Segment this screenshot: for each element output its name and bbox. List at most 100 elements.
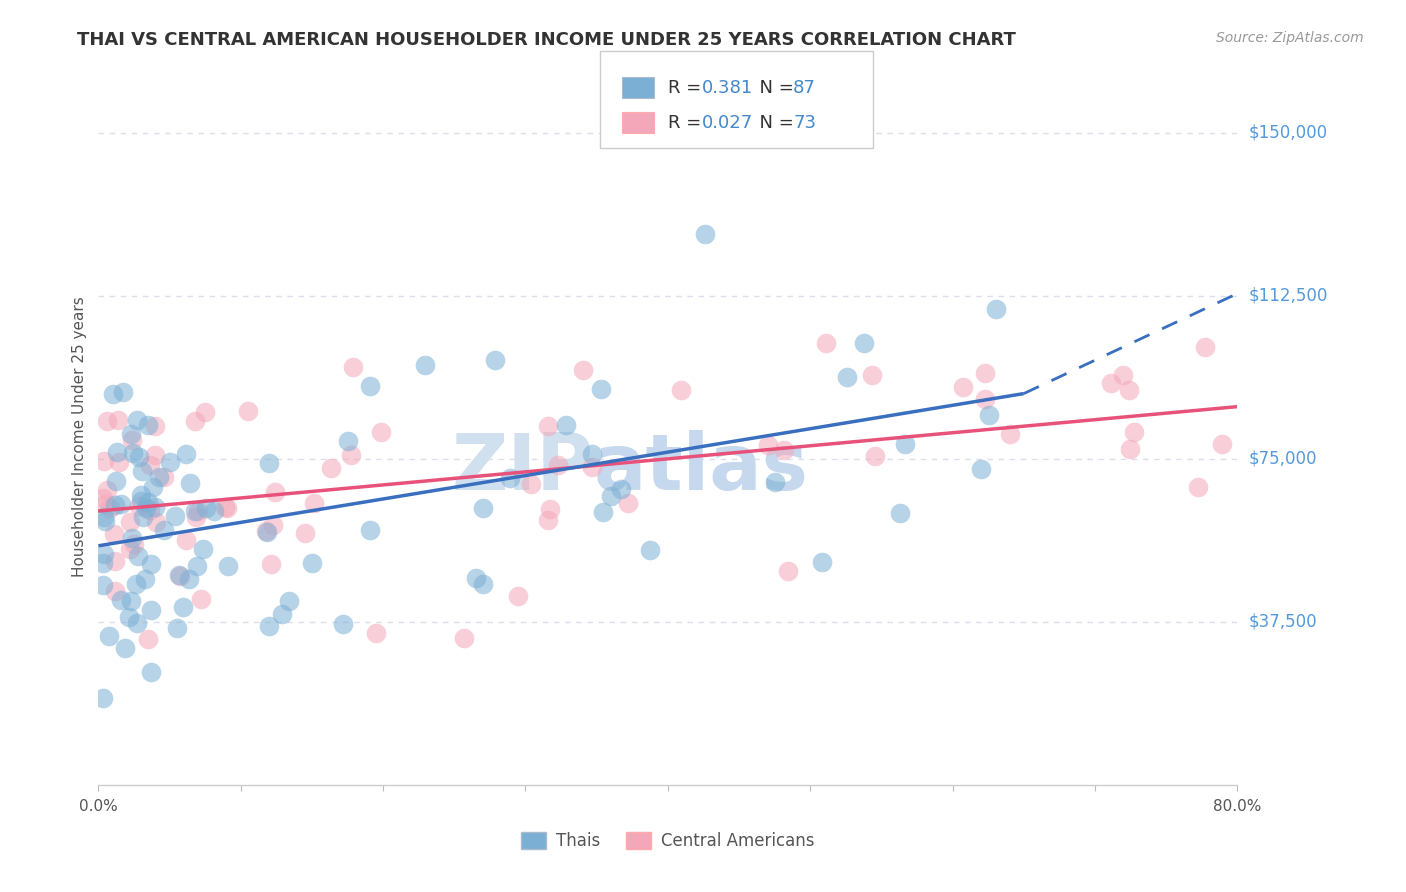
Point (238, 403, 260, 417)
Point (120, 427, 142, 442)
Point (359, 524, 381, 538)
Point (159, 454, 181, 468)
Point (108, 454, 131, 468)
Point (453, 631, 475, 645)
Point (169, 569, 191, 583)
Point (131, 464, 153, 478)
Point (499, 471, 522, 485)
Point (259, 619, 281, 633)
Point (96, 413, 118, 427)
Point (547, 458, 569, 472)
FancyBboxPatch shape (623, 112, 654, 133)
Point (152, 523, 174, 537)
Point (110, 497, 132, 511)
Point (977, 408, 1000, 422)
Point (184, 510, 207, 524)
Point (278, 594, 301, 608)
Point (139, 665, 162, 680)
Point (91, 491, 114, 506)
Point (139, 502, 162, 516)
Point (91, 578, 114, 592)
Point (853, 336, 876, 351)
Point (153, 470, 176, 484)
Point (765, 475, 787, 490)
Point (186, 558, 208, 573)
Point (814, 335, 837, 350)
Point (772, 442, 794, 457)
Point (465, 571, 488, 585)
Point (1123, 425, 1146, 439)
Point (125, 577, 148, 591)
Point (134, 572, 156, 586)
Point (120, 594, 142, 608)
Point (471, 577, 494, 591)
Point (254, 524, 277, 538)
Point (104, 499, 127, 513)
Point (127, 615, 149, 630)
Point (413, 358, 436, 372)
Point (581, 459, 603, 474)
Point (194, 404, 217, 418)
Text: $112,500: $112,500 (1249, 286, 1329, 305)
Point (111, 384, 134, 399)
Point (101, 387, 124, 401)
Point (758, 438, 780, 452)
Point (264, 485, 287, 500)
Point (177, 572, 200, 586)
Point (176, 447, 198, 461)
Point (135, 501, 157, 516)
Point (1187, 480, 1209, 494)
Y-axis label: Householder Income Under 25 years: Householder Income Under 25 years (72, 297, 87, 577)
Point (105, 445, 128, 459)
Text: $150,000: $150,000 (1249, 124, 1327, 142)
Point (129, 487, 152, 501)
Point (190, 592, 212, 607)
Point (141, 558, 163, 572)
Point (94, 515, 117, 529)
Point (136, 632, 159, 646)
Point (114, 641, 136, 656)
Point (1099, 376, 1122, 391)
Text: N =: N = (748, 113, 799, 132)
FancyBboxPatch shape (599, 51, 873, 148)
Text: atlas: atlas (593, 430, 808, 507)
Point (1112, 368, 1135, 382)
Point (591, 382, 613, 396)
Point (262, 517, 284, 532)
Point (141, 603, 163, 617)
Point (366, 626, 388, 640)
Point (93, 453, 115, 467)
Point (143, 419, 166, 434)
Point (471, 500, 494, 515)
Point (118, 515, 141, 529)
Text: N =: N = (748, 78, 799, 97)
Point (256, 525, 278, 540)
Point (121, 434, 143, 448)
Point (91, 557, 114, 571)
Point (98, 501, 121, 516)
Point (1118, 384, 1140, 398)
Point (519, 477, 541, 491)
Point (118, 542, 141, 557)
Point (138, 458, 160, 472)
Text: 0.381: 0.381 (702, 78, 754, 97)
Point (506, 589, 529, 603)
Point (970, 462, 993, 476)
Point (93, 547, 115, 561)
Point (1119, 442, 1142, 456)
Point (592, 505, 614, 519)
Point (319, 461, 342, 475)
Point (860, 368, 883, 382)
Point (118, 610, 141, 624)
Point (195, 501, 218, 516)
Point (974, 392, 997, 407)
Point (336, 434, 359, 448)
Point (174, 533, 197, 547)
Point (616, 496, 638, 510)
Point (332, 616, 354, 631)
Point (973, 366, 995, 380)
Point (179, 476, 201, 491)
Text: 87: 87 (793, 78, 815, 97)
Point (145, 515, 167, 529)
Point (187, 504, 209, 518)
